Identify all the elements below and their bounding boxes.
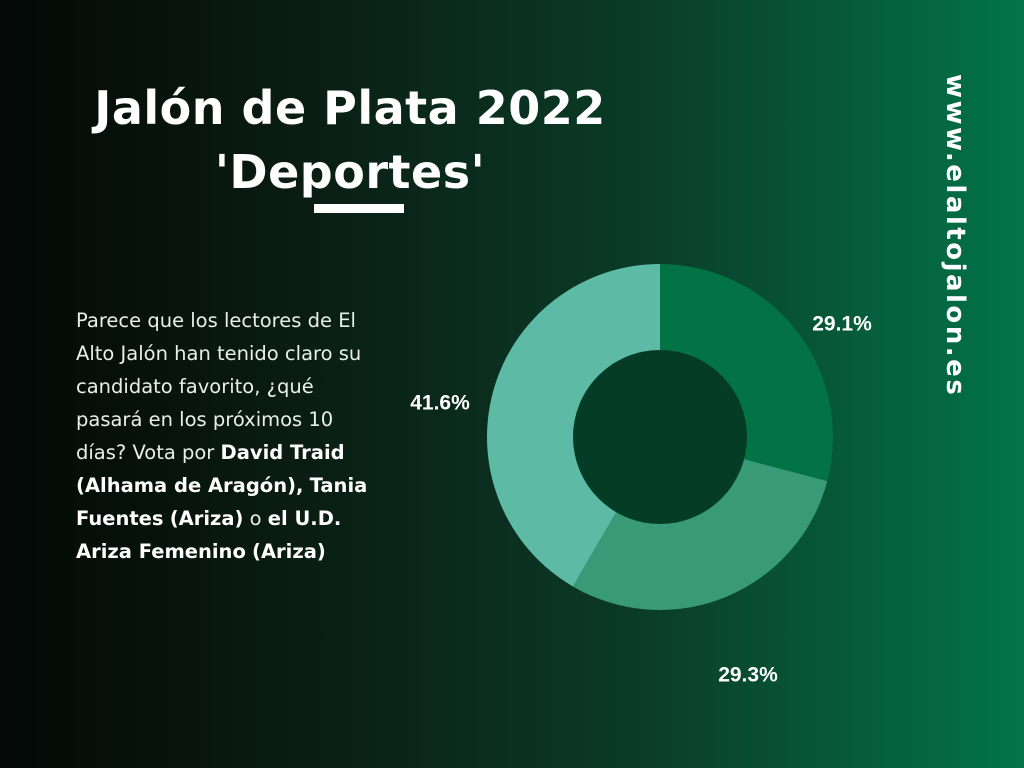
description-conjunction: o: [243, 507, 268, 530]
candidate-origin-ariza-2: (Ariza): [252, 540, 326, 563]
donut-hole: [573, 350, 747, 524]
candidate-name-ud-ariza-femenino: el U.D. Ariza Femenino: [76, 507, 342, 563]
title-underline-accent: [314, 204, 404, 213]
page-title: Jalón de Plata 2022 'Deportes': [40, 76, 660, 204]
candidate-origin-alhama: (Alhama de Aragón),: [76, 474, 304, 497]
title-line-2: 'Deportes': [214, 145, 486, 199]
candidate-origin-ariza-1: (Ariza): [169, 507, 244, 530]
slice-label-1: 29.1%: [812, 313, 872, 336]
description-intro: Parece que los lectores de El Alto Jalón…: [76, 309, 362, 464]
title-line-1: Jalón de Plata 2022: [94, 81, 606, 135]
description-text: Parece que los lectores de El Alto Jalón…: [76, 304, 376, 568]
slice-label-2: 29.3%: [718, 664, 778, 687]
slice-label-3: 41.6%: [410, 392, 470, 415]
candidate-name-tania-fuentes: Tania Fuentes: [76, 474, 368, 530]
candidate-name-david-traid: David Traid: [220, 441, 345, 464]
